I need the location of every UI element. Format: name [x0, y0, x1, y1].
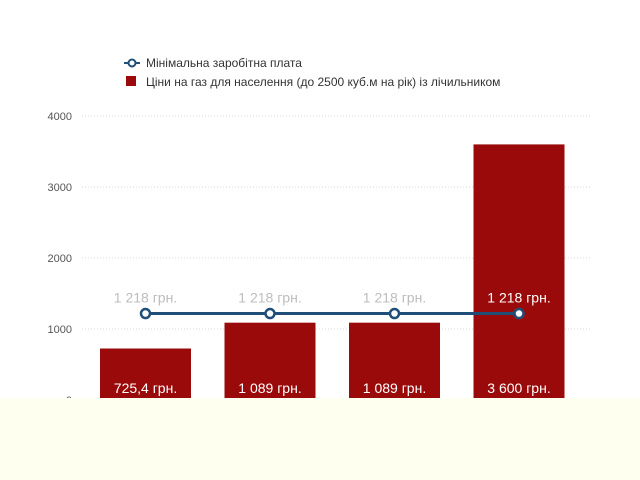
- bar: [349, 322, 440, 400]
- y-axis: 01000200030004000: [48, 111, 72, 407]
- y-tick-label: 4000: [48, 111, 72, 123]
- line-data-label: 1 218 грн.: [114, 290, 177, 306]
- line-series: [139, 307, 525, 320]
- line-point: [139, 307, 152, 320]
- line-data-label: 1 218 грн.: [487, 290, 550, 306]
- bar-data-label: 1 089 грн.: [363, 380, 426, 396]
- bar: [100, 348, 191, 400]
- y-tick-label: 2000: [48, 253, 72, 265]
- legend-item-line: Мінімальна заробітна плата: [124, 56, 302, 70]
- line-data-label: 1 218 грн.: [238, 290, 301, 306]
- data-labels: 1 218 грн. 1 218 грн. 1 218 грн. 1 218 грн.…: [114, 290, 551, 396]
- bottom-band: [0, 398, 640, 480]
- bar-data-label: 3 600 грн.: [487, 380, 550, 396]
- y-tick-label: 1000: [48, 324, 72, 336]
- legend-bar-label: Ціни на газ для населення (до 2500 куб.м…: [146, 75, 500, 89]
- line-point: [388, 307, 401, 320]
- bar: [473, 144, 565, 400]
- bar-data-label: 1 089 грн.: [238, 380, 301, 396]
- legend-item-bar: Ціни на газ для населення (до 2500 куб.м…: [126, 75, 500, 89]
- bar-data-label: 725,4 грн.: [114, 380, 177, 396]
- y-tick-label: 3000: [48, 182, 72, 194]
- bar: [224, 322, 316, 400]
- line-data-label: 1 218 грн.: [363, 290, 426, 306]
- legend-line-label: Мінімальна заробітна плата: [146, 56, 302, 70]
- bars: [100, 144, 565, 400]
- line-point: [513, 307, 525, 320]
- line-point: [264, 307, 276, 320]
- legend: Мінімальна заробітна плата Ціни на газ д…: [124, 56, 500, 89]
- legend-line-marker: [127, 58, 137, 68]
- legend-bar-swatch: [126, 76, 136, 86]
